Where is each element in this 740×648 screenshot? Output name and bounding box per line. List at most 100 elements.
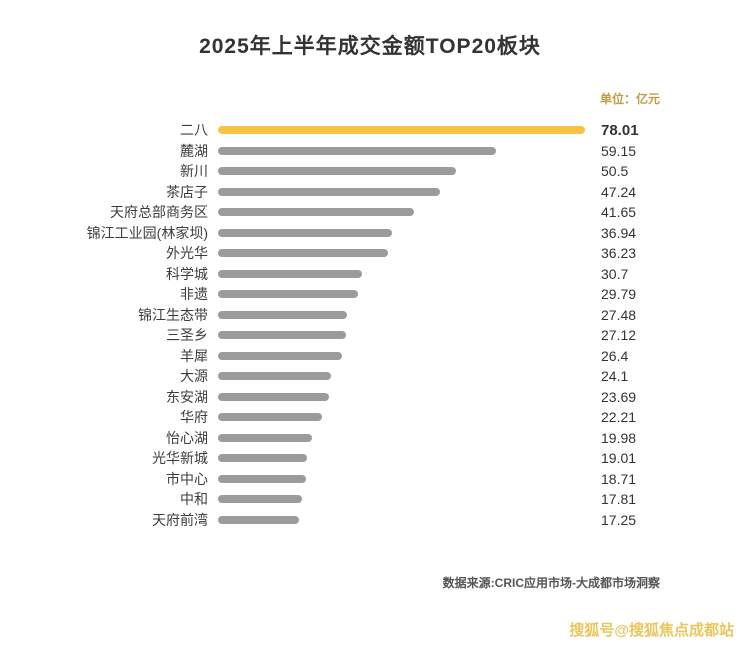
bar-track <box>218 351 585 360</box>
value-label: 24.1 <box>601 368 629 385</box>
bar-track <box>218 269 585 278</box>
data-source: 数据来源:CRIC应用市场-大成都市场洞察 <box>442 576 660 590</box>
bar <box>218 269 363 278</box>
bar <box>218 146 497 155</box>
value-label: 17.81 <box>601 491 637 508</box>
chart-row: 中和 17.81 <box>0 489 740 510</box>
bar <box>218 474 307 483</box>
value-label: 19.98 <box>601 429 637 446</box>
chart-row: 锦江生态带 27.48 <box>0 305 740 326</box>
chart-title: 2025年上半年成交金额TOP20板块 <box>199 35 541 58</box>
category-label: 茶店子 <box>166 183 208 200</box>
bar-track <box>218 290 585 299</box>
bar-track <box>218 392 585 401</box>
category-label: 麓湖 <box>180 142 208 159</box>
chart-row: 麓湖 59.15 <box>0 141 740 162</box>
bar <box>218 290 359 299</box>
chart-row: 市中心 18.71 <box>0 469 740 490</box>
bar-track <box>218 208 585 217</box>
category-label: 大源 <box>180 368 208 385</box>
value-label: 17.25 <box>601 511 637 528</box>
chart-row: 东安湖 23.69 <box>0 387 740 408</box>
bar <box>218 249 389 258</box>
bar-track <box>218 187 585 196</box>
chart-row: 茶店子 47.24 <box>0 182 740 203</box>
bar <box>218 331 346 340</box>
chart-row: 怡心湖 19.98 <box>0 428 740 449</box>
unit-label: 单位：亿元 <box>600 92 661 106</box>
chart-row: 华府 22.21 <box>0 407 740 428</box>
category-label: 二八 <box>180 122 208 139</box>
category-label: 怡心湖 <box>166 429 208 446</box>
category-label: 天府总部商务区 <box>110 204 208 221</box>
category-label: 东安湖 <box>166 388 208 405</box>
value-label: 19.01 <box>601 450 637 467</box>
bar <box>218 351 343 360</box>
bar <box>218 454 308 463</box>
category-label: 新川 <box>180 163 208 180</box>
bar <box>218 167 456 176</box>
bar <box>218 187 441 196</box>
chart-row: 光华新城 19.01 <box>0 448 740 469</box>
value-label: 27.48 <box>601 306 637 323</box>
bar-track <box>218 515 585 524</box>
value-label: 78.01 <box>601 121 639 139</box>
chart-row: 科学城 30.7 <box>0 264 740 285</box>
category-label: 华府 <box>180 409 208 426</box>
chart-row: 天府总部商务区 41.65 <box>0 202 740 223</box>
chart-row: 羊犀 26.4 <box>0 346 740 367</box>
bar <box>218 515 300 524</box>
bar <box>218 413 323 422</box>
bar-track <box>218 146 585 155</box>
bar <box>218 433 312 442</box>
bar <box>218 310 348 319</box>
bar <box>218 392 330 401</box>
value-label: 41.65 <box>601 204 637 221</box>
category-label: 锦江生态带 <box>138 306 208 323</box>
value-label: 27.12 <box>601 327 637 344</box>
bar <box>218 372 332 381</box>
bar <box>218 126 585 135</box>
category-label: 外光华 <box>166 245 208 262</box>
bar-track <box>218 372 585 381</box>
bar <box>218 208 414 217</box>
value-label: 29.79 <box>601 286 637 303</box>
category-label: 中和 <box>180 491 208 508</box>
value-label: 26.4 <box>601 347 629 364</box>
bar-chart: 二八 78.01 麓湖 59.15 新川 50.5 茶店子 47.24 天府总部商务区 41.65… <box>0 120 740 530</box>
value-label: 36.94 <box>601 224 637 241</box>
chart-row: 天府前湾 17.25 <box>0 510 740 531</box>
bar-track <box>218 331 585 340</box>
chart-row: 新川 50.5 <box>0 161 740 182</box>
bar <box>218 228 392 237</box>
chart-row: 锦江工业园(林家坝) 36.94 <box>0 223 740 244</box>
value-label: 18.71 <box>601 470 637 487</box>
watermark: 搜狐号@搜狐焦点成都站 <box>569 622 734 639</box>
chart-row: 三圣乡 27.12 <box>0 325 740 346</box>
chart-row: 二八 78.01 <box>0 120 740 141</box>
bar-track <box>218 433 585 442</box>
category-label: 科学城 <box>166 265 208 282</box>
bar-track <box>218 249 585 258</box>
category-label: 三圣乡 <box>166 327 208 344</box>
chart-row: 非遗 29.79 <box>0 284 740 305</box>
chart-row: 外光华 36.23 <box>0 243 740 264</box>
bar-track <box>218 167 585 176</box>
bar <box>218 495 302 504</box>
chart-row: 大源 24.1 <box>0 366 740 387</box>
category-label: 锦江工业园(林家坝) <box>86 224 208 241</box>
bar-track <box>218 413 585 422</box>
bar-track <box>218 126 585 135</box>
bar-track <box>218 310 585 319</box>
category-label: 羊犀 <box>180 347 208 364</box>
category-label: 非遗 <box>180 286 208 303</box>
value-label: 30.7 <box>601 265 629 282</box>
value-label: 23.69 <box>601 388 637 405</box>
category-label: 市中心 <box>166 470 208 487</box>
value-label: 50.5 <box>601 163 629 180</box>
value-label: 36.23 <box>601 245 637 262</box>
bar-track <box>218 454 585 463</box>
bar-track <box>218 228 585 237</box>
category-label: 天府前湾 <box>152 511 208 528</box>
